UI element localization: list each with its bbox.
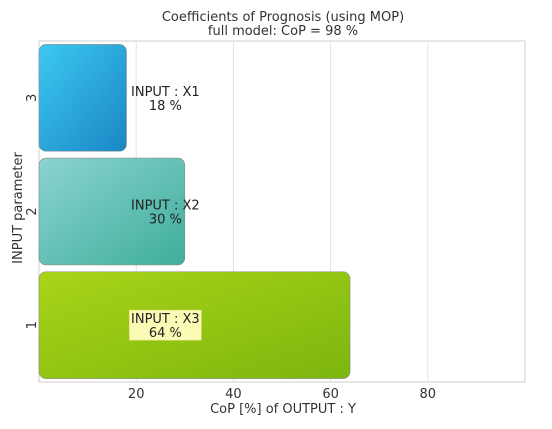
bar-label-name: INPUT : X2 xyxy=(131,199,200,214)
x-tick-label: 80 xyxy=(420,387,437,402)
label-highlight-box xyxy=(129,309,202,341)
bar-3 xyxy=(38,44,127,152)
bar-label-value: 64 % xyxy=(149,326,182,341)
y-tick-label: 3 xyxy=(25,94,40,102)
x-tick-label: 20 xyxy=(128,387,145,402)
chart-subtitle: full model: CoP = 98 % xyxy=(208,24,358,39)
bar-label-value: 18 % xyxy=(149,99,182,114)
x-tick-label: 60 xyxy=(322,387,339,402)
y-axis-label: INPUT parameter xyxy=(11,152,26,264)
bar-label-name: INPUT : X3 xyxy=(131,312,200,327)
y-tick-label: 1 xyxy=(25,321,40,329)
y-ticks: 1 2 3 xyxy=(25,94,40,330)
bar-label-value: 30 % xyxy=(149,213,182,228)
bar-label-name: INPUT : X1 xyxy=(131,85,200,100)
bar-2 xyxy=(38,157,186,266)
chart-title: Coefficients of Prognosis (using MOP) xyxy=(162,10,404,25)
y-tick-label: 2 xyxy=(25,207,40,215)
x-tick-label: 40 xyxy=(225,387,242,402)
x-axis-label: CoP [%] of OUTPUT : Y xyxy=(210,402,356,417)
x-ticks: 20 40 60 80 xyxy=(128,387,436,402)
